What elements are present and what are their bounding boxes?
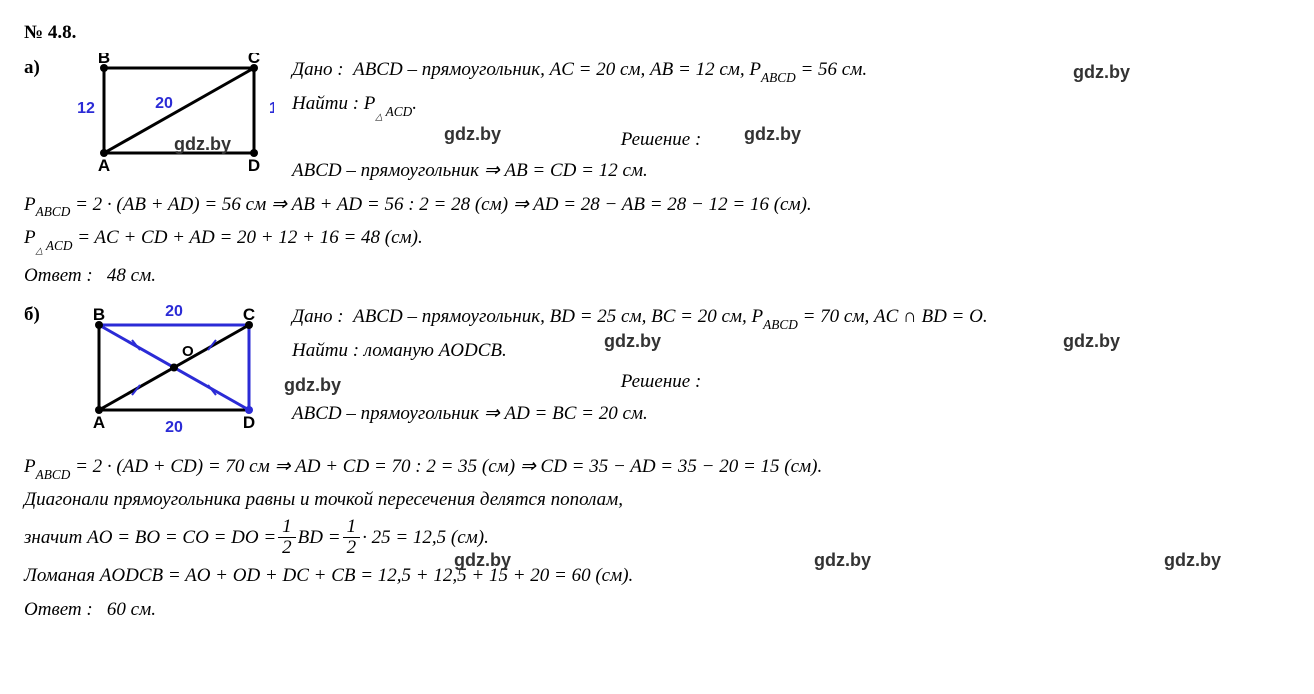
svg-text:C: C	[248, 53, 260, 67]
sub: △ ACD	[36, 238, 73, 253]
part-a-label: а)	[24, 53, 46, 82]
svg-text:D: D	[243, 413, 255, 432]
rectangle-diagram-b: B C A D O 20 20	[64, 300, 274, 449]
part-a-text: Дано : ABCD – прямоугольник, AC = 20 см,…	[292, 53, 1290, 187]
svg-text:B: B	[93, 305, 105, 324]
answer-value: 48 см.	[107, 265, 156, 286]
given-label: Дано :	[292, 59, 344, 80]
part-b-step2: PABCD = 2 · (AD + CD) = 70 см ⇒ AD + CD …	[24, 452, 1290, 483]
part-b-label: б)	[24, 300, 46, 329]
text: = 2 · (AD + CD) = 70 см ⇒ AD + CD = 70 :…	[70, 456, 822, 477]
answer-value: 60 см.	[107, 599, 156, 620]
answer-label: Ответ :	[24, 599, 93, 620]
text: значит AO = BO = CO = DO =	[24, 523, 276, 552]
given-tail: = 56 см.	[796, 59, 867, 80]
svg-text:20: 20	[165, 303, 183, 320]
part-a-step2: PABCD = 2 · (AB + AD) = 56 см ⇒ AB + AD …	[24, 190, 1290, 221]
svg-text:D: D	[248, 156, 260, 173]
given-text: ABCD – прямоугольник, BD = 25 см, BC = 2…	[353, 306, 763, 327]
part-a-answer: Ответ : 48 см.	[24, 261, 1290, 290]
given-text: = 70 см, AC ∩ BD = O.	[798, 306, 988, 327]
given-label: Дано :	[292, 306, 344, 327]
part-a-step3: P△ ACD = AC + CD + AD = 20 + 12 + 16 = 4…	[24, 223, 1290, 257]
reshenie-label: Решение :	[621, 129, 702, 150]
part-b-step5: Ломаная AODCB = AO + OD + DC + CB = 12,5…	[24, 561, 1290, 590]
svg-text:12: 12	[269, 100, 274, 117]
sub: △ ACD	[375, 104, 412, 119]
rectangle-diagram-a: B C A D 12 12 20 gdz.by	[64, 53, 274, 182]
part-a: а) B C A D 12 12 20 gdz.by Дано : ABCD –…	[24, 53, 1290, 187]
find-text: Найти : ломаную AODCB.	[292, 336, 1290, 365]
svg-text:12: 12	[77, 100, 95, 117]
svg-text:A: A	[93, 413, 105, 432]
svg-text:O: O	[182, 343, 194, 360]
fraction: 12	[278, 517, 296, 560]
find-text: Найти : P	[292, 93, 375, 114]
sub: ABCD	[36, 204, 71, 219]
svg-text:C: C	[243, 305, 255, 324]
reshenie-label: Решение :	[621, 371, 702, 392]
step1: ABCD – прямоугольник ⇒ AB = CD = 12 см.	[292, 156, 1290, 185]
svg-text:20: 20	[165, 419, 183, 436]
sub: ABCD	[763, 317, 798, 332]
part-b-answer: Ответ : 60 см.	[24, 595, 1290, 624]
sub: ABCD	[761, 70, 796, 85]
given-text: ABCD – прямоугольник, AC = 20 см, AB = 1…	[353, 59, 761, 80]
part-b-text: Дано : ABCD – прямоугольник, BD = 25 см,…	[292, 300, 1290, 430]
step1: ABCD – прямоугольник ⇒ AD = BC = 20 см.	[292, 399, 1290, 428]
fraction: 12	[343, 517, 361, 560]
part-b: б) B C A D O 20 20 Дано : A B	[24, 300, 1290, 449]
text: · 25 = 12,5 (см).	[362, 523, 489, 552]
part-b-step4: значит AO = BO = CO = DO = 12 BD = 12 · …	[24, 517, 1290, 560]
svg-text:20: 20	[155, 95, 173, 112]
svg-text:B: B	[98, 53, 110, 67]
text: BD =	[298, 523, 341, 552]
problem-number: № 4.8.	[24, 18, 1290, 47]
part-b-step3: Диагонали прямоугольника равны и точкой …	[24, 485, 1290, 514]
find-tail: .	[412, 93, 417, 114]
text: P	[24, 194, 36, 215]
text: = 2 · (AB + AD) = 56 см ⇒ AB + AD = 56 :…	[70, 194, 811, 215]
sub: ABCD	[36, 467, 71, 482]
text: = AC + CD + AD = 20 + 12 + 16 = 48 (см).	[72, 227, 422, 248]
svg-text:A: A	[98, 156, 110, 173]
answer-label: Ответ :	[24, 265, 93, 286]
text: P	[24, 227, 36, 248]
text: P	[24, 456, 36, 477]
